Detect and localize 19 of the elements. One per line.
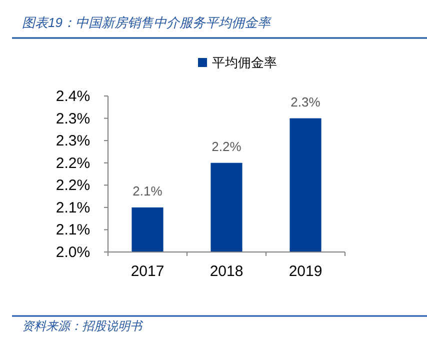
legend-label: 平均佣金率	[212, 55, 277, 70]
y-tick-label: 2.3%	[56, 132, 90, 150]
data-label: 2.3%	[290, 94, 321, 110]
x-tick-label: 2017	[130, 263, 164, 280]
x-tick-label: 2019	[288, 263, 322, 280]
legend: 平均佣金率	[198, 55, 277, 70]
y-tick-label: 2.2%	[56, 177, 90, 194]
y-tick-label: 2.1%	[56, 222, 90, 239]
x-tick-label: 2018	[210, 263, 244, 280]
data-label: 2.1%	[132, 183, 163, 198]
data-label: 2.2%	[212, 138, 242, 154]
title: 图表19：中国新房销售中介服务平均佣金率	[22, 15, 270, 30]
y-tick-label: 2.4%	[56, 88, 90, 105]
y-tick-label: 2.0%	[56, 244, 90, 261]
plot: 2.1% 2.2% 2.3%	[132, 94, 322, 252]
y-tick-label: 2.2%	[56, 154, 90, 172]
y-tick-label: 2.1%	[56, 199, 90, 216]
annotation: 资料来源：招股说明书	[22, 319, 142, 333]
y-tick-label: 2.3%	[56, 110, 90, 128]
